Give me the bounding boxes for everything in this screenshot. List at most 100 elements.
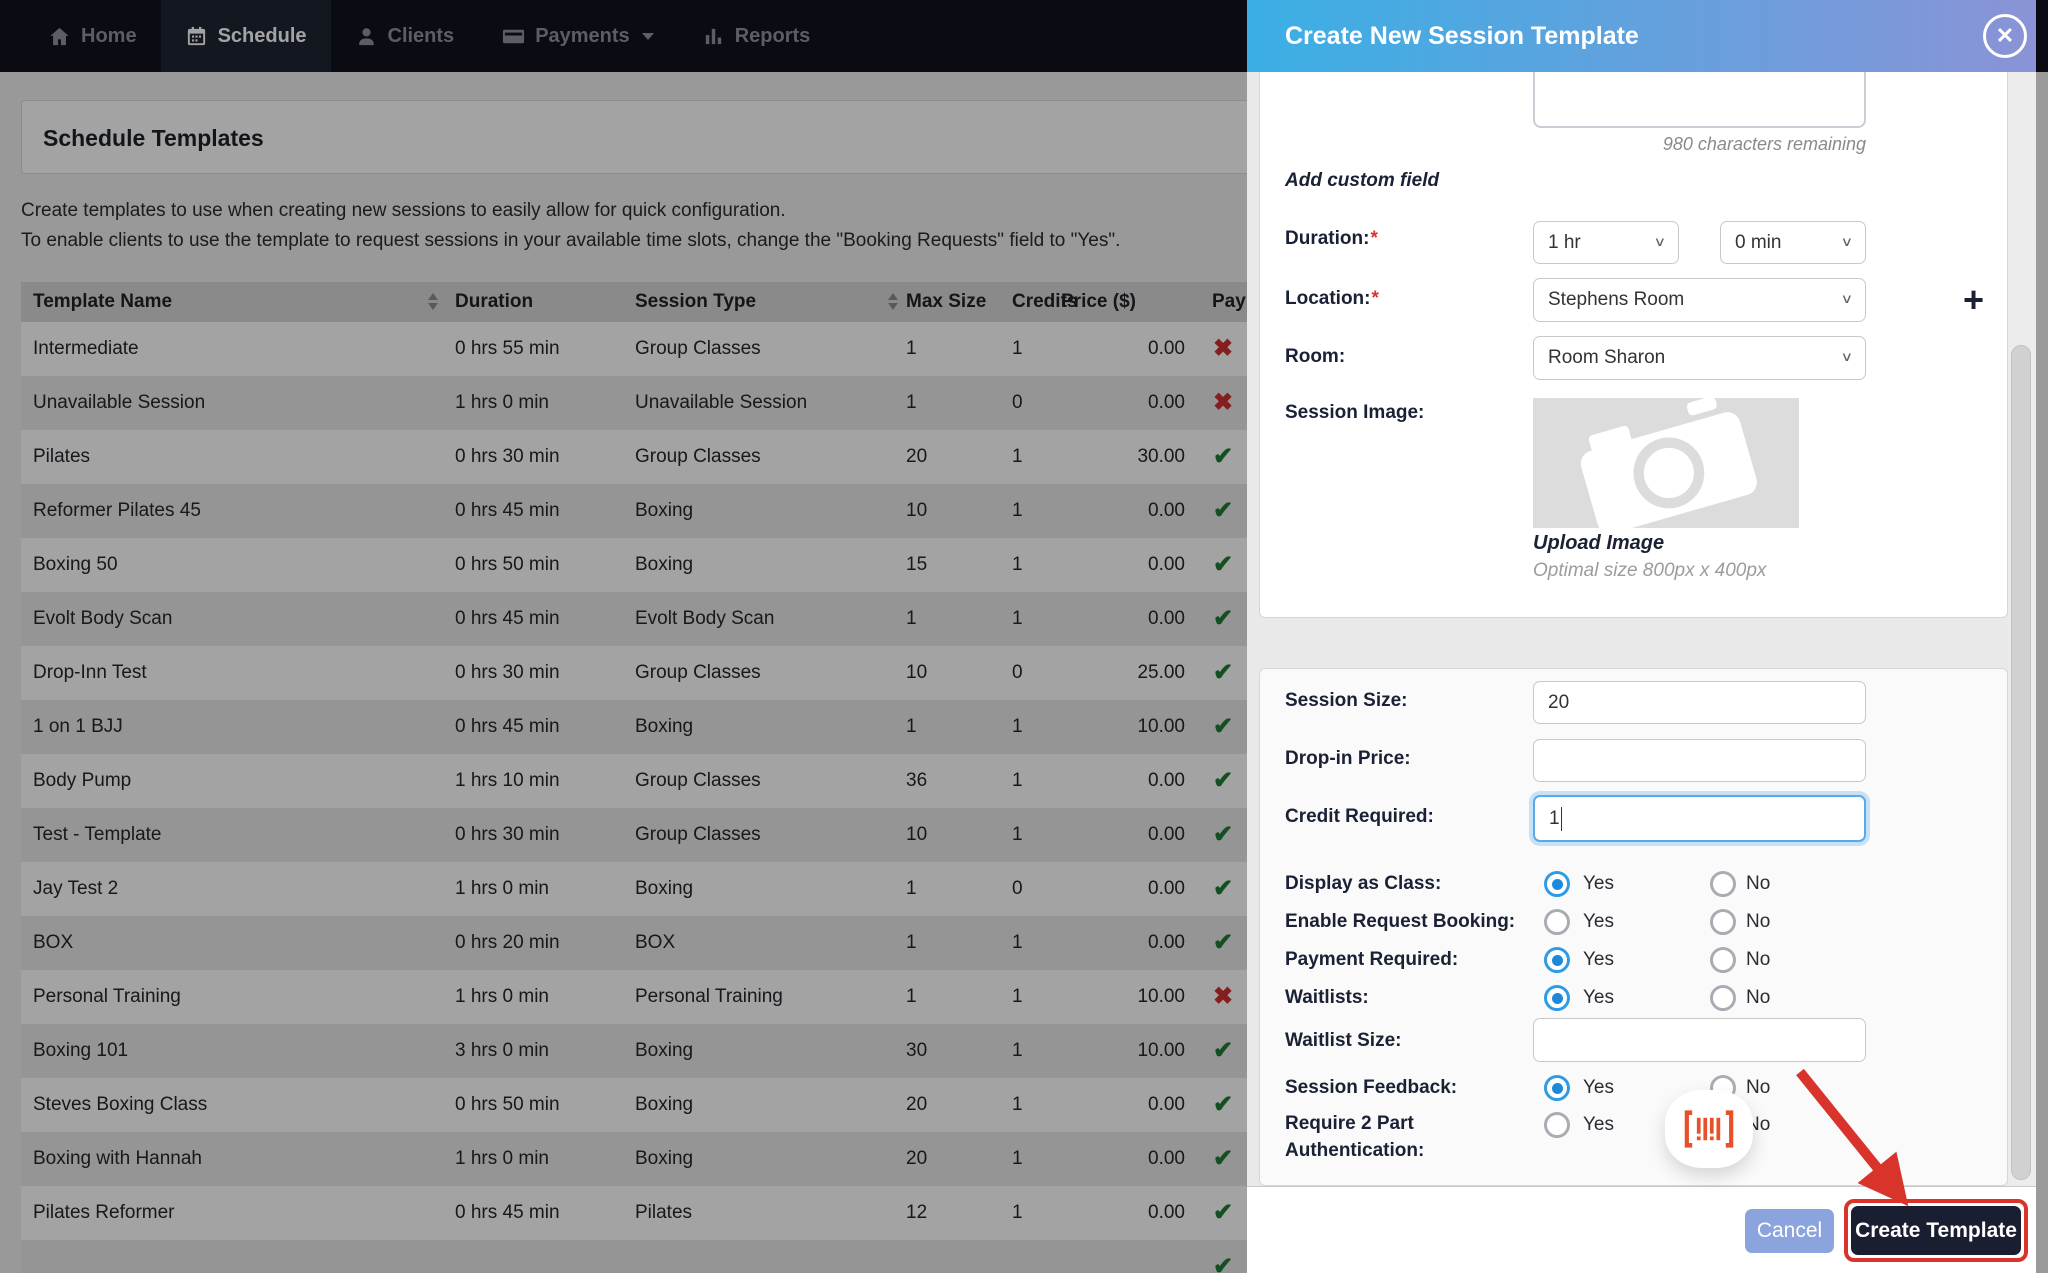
cell-pay-status: ✔ xyxy=(1201,1240,1245,1273)
cell-price: 30.00 xyxy=(1137,446,1185,467)
duration-hours-select[interactable]: 1 hr ∨ xyxy=(1533,221,1679,264)
waitlist-size-input[interactable] xyxy=(1533,1018,1866,1062)
cell-price: 0.00 xyxy=(1148,878,1185,899)
display-as-class-radio-yes[interactable] xyxy=(1544,871,1570,897)
page-title: Schedule Templates xyxy=(43,125,264,151)
chevron-down-icon: ∨ xyxy=(1653,234,1666,249)
cell-session-type: BOX xyxy=(635,932,676,953)
home-icon xyxy=(48,25,71,48)
cell-duration: 0 hrs 30 min xyxy=(455,446,560,467)
radio-label-yes: Yes xyxy=(1583,1077,1614,1098)
session-image-placeholder[interactable] xyxy=(1533,396,1799,534)
cell-credits: 1 xyxy=(1012,770,1023,791)
column-header-price-[interactable]: Price ($) xyxy=(1061,291,1136,312)
enable-request-booking-radio-no[interactable] xyxy=(1710,909,1736,935)
cell-max-size: 10 xyxy=(906,662,928,683)
cell-price: 0.00 xyxy=(1148,770,1185,791)
caret-down-icon xyxy=(641,32,654,40)
column-header-max-size[interactable]: Max Size xyxy=(906,291,987,312)
intro-line-2: To enable clients to use the template to… xyxy=(21,230,1121,251)
session-feedback-radio-yes[interactable] xyxy=(1544,1075,1570,1101)
modal-scrollbar-track[interactable] xyxy=(2008,72,2036,1186)
close-button[interactable]: ✕ xyxy=(1983,14,2027,58)
session-size-input[interactable]: 20 xyxy=(1533,681,1866,724)
cell-session-type: Group Classes xyxy=(635,662,761,683)
dropin-price-input[interactable] xyxy=(1533,739,1866,782)
cancel-button[interactable]: Cancel xyxy=(1745,1209,1834,1253)
cell-max-size: 1 xyxy=(906,608,917,629)
duration-minutes-select[interactable]: 0 min ∨ xyxy=(1720,221,1866,264)
location-select[interactable]: Stephens Room ∨ xyxy=(1533,278,1866,322)
nav-item-payments[interactable]: Payments xyxy=(478,0,678,72)
nav-items: Home Schedule Clients Payments Reports xyxy=(24,0,834,72)
check-icon: ✔ xyxy=(1212,875,1234,902)
cell-price: 0.00 xyxy=(1148,554,1185,575)
cell-session-type: Evolt Body Scan xyxy=(635,608,775,629)
location-label: Location:* xyxy=(1285,288,1379,309)
required-asterisk: * xyxy=(1371,288,1379,309)
person-icon xyxy=(355,25,378,48)
cell-duration: 1 hrs 0 min xyxy=(455,986,549,1007)
cell-pay-status: ✔ xyxy=(1201,1078,1245,1132)
credit-required-input[interactable]: 1 xyxy=(1533,795,1866,842)
cell-credits: 1 xyxy=(1012,986,1023,1007)
cell-credits: 1 xyxy=(1012,1202,1023,1223)
cell-duration: 3 hrs 0 min xyxy=(455,1040,549,1061)
cell-max-size: 12 xyxy=(906,1202,928,1223)
check-icon: ✔ xyxy=(1212,1253,1234,1273)
column-header-template-name[interactable]: Template Name xyxy=(33,291,173,312)
intro-text: Create templates to use when creating ne… xyxy=(21,196,1120,256)
cell-price: 0.00 xyxy=(1148,1148,1185,1169)
cell-duration: 1 hrs 0 min xyxy=(455,392,549,413)
check-icon: ✔ xyxy=(1212,821,1234,848)
column-header-session-type[interactable]: Session Type xyxy=(635,291,757,312)
room-select[interactable]: Room Sharon ∨ xyxy=(1533,336,1866,380)
cell-max-size: 10 xyxy=(906,824,928,845)
room-label: Room: xyxy=(1285,346,1346,367)
column-header-credits[interactable]: Credits xyxy=(1012,291,1078,312)
bar-chart-icon xyxy=(702,25,725,48)
cell-duration: 0 hrs 45 min xyxy=(455,500,560,521)
nav-item-schedule[interactable]: Schedule xyxy=(160,0,331,72)
waitlists-radio-yes[interactable] xyxy=(1544,985,1570,1011)
nav-item-home[interactable]: Home xyxy=(24,0,161,72)
cell-max-size: 10 xyxy=(906,500,928,521)
modal-scrollbar-thumb[interactable] xyxy=(2011,345,2031,1180)
radio-label-yes: Yes xyxy=(1583,949,1614,970)
chevron-down-icon: ∨ xyxy=(1840,234,1853,249)
cell-price: 0.00 xyxy=(1148,338,1185,359)
column-header-duration[interactable]: Duration xyxy=(455,291,534,312)
add-custom-field-link[interactable]: Add custom field xyxy=(1285,170,1440,191)
payment-required-radio-no[interactable] xyxy=(1710,947,1736,973)
enable-request-booking-label: Enable Request Booking: xyxy=(1285,911,1516,932)
cell-duration: 0 hrs 30 min xyxy=(455,824,560,845)
waitlists-radio-no[interactable] xyxy=(1710,985,1736,1011)
cell-credits: 1 xyxy=(1012,500,1023,521)
cell-max-size: 1 xyxy=(906,716,917,737)
check-icon: ✔ xyxy=(1212,1145,1234,1172)
barcode-scan-badge[interactable] xyxy=(1665,1090,1753,1168)
radio-label-no: No xyxy=(1746,873,1771,894)
upload-image-hint: Optimal size 800px x 400px xyxy=(1533,560,1767,581)
display-as-class-radio-no[interactable] xyxy=(1710,871,1736,897)
cell-session-type: Boxing xyxy=(635,1040,694,1061)
create-template-button[interactable]: Create Template xyxy=(1851,1206,2021,1255)
session-size-label: Session Size: xyxy=(1285,690,1408,711)
sort-icon-template-name[interactable] xyxy=(428,293,438,311)
cell-price: 0.00 xyxy=(1148,392,1185,413)
enable-request-booking-radio-yes[interactable] xyxy=(1544,909,1570,935)
waitlist-size-label: Waitlist Size: xyxy=(1285,1030,1402,1051)
credit-card-icon xyxy=(502,25,525,48)
require-2-part-authentication-label: Require 2 Part Authentication: xyxy=(1285,1113,1425,1161)
nav-item-reports[interactable]: Reports xyxy=(678,0,835,72)
create-session-template-modal: 980 characters remaining Add custom fiel… xyxy=(1247,0,2036,1273)
require-2-part-authentication-radio-yes[interactable] xyxy=(1544,1112,1570,1138)
column-header-pay[interactable]: Pay xyxy=(1212,291,1246,312)
add-location-button[interactable]: + xyxy=(1963,279,1985,320)
upload-image-link[interactable]: Upload Image xyxy=(1533,532,1665,554)
chevron-down-icon: ∨ xyxy=(1840,291,1853,306)
nav-item-clients[interactable]: Clients xyxy=(331,0,479,72)
payment-required-radio-yes[interactable] xyxy=(1544,947,1570,973)
cell-pay-status: ✔ xyxy=(1201,700,1245,754)
sort-icon-session-type[interactable] xyxy=(888,293,898,311)
